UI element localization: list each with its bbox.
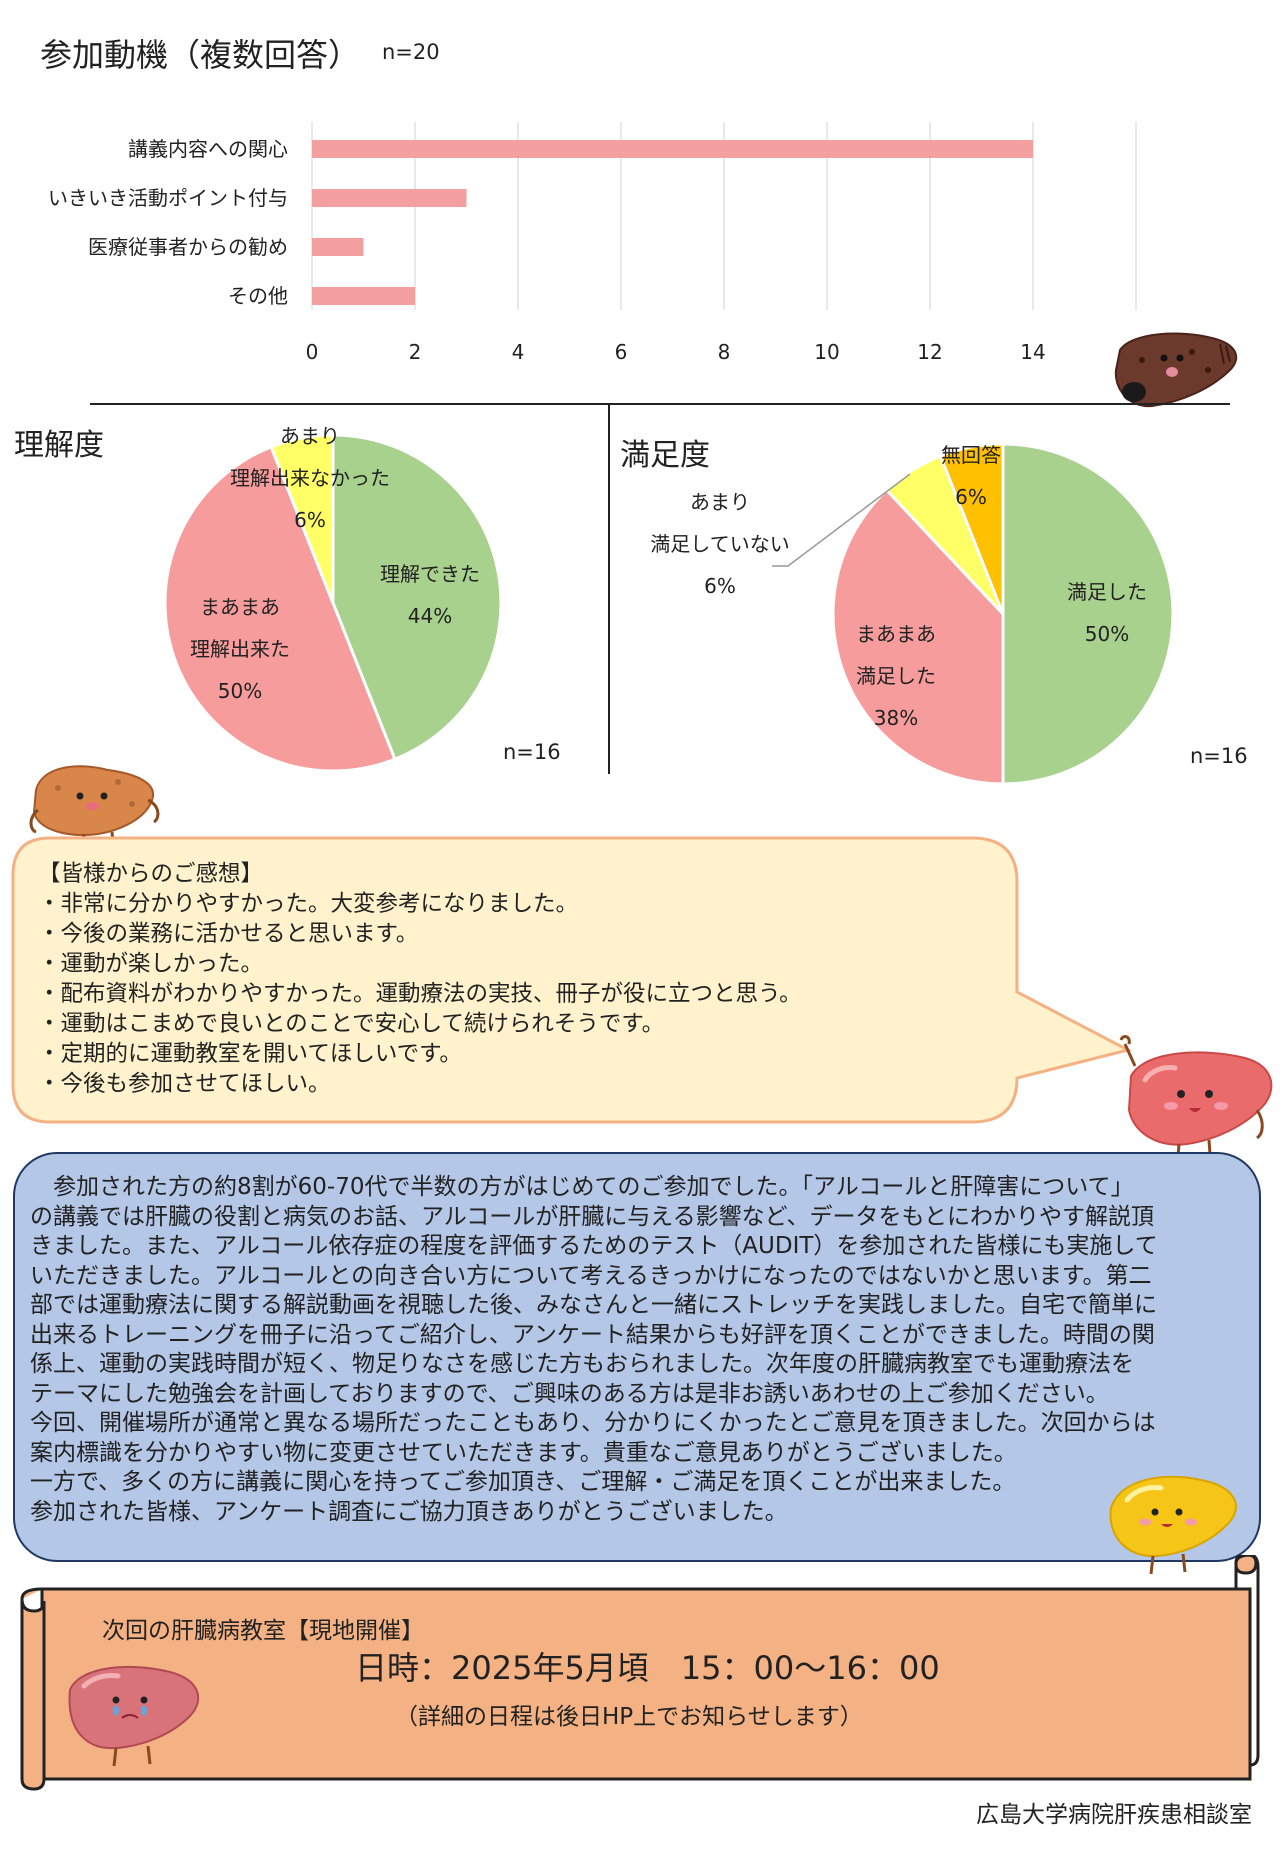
understanding-n: n=16: [503, 740, 561, 764]
comments-bubble-shape: [11, 836, 1133, 1124]
liver-yellow-icon: [1109, 1475, 1237, 1575]
report-text: 参加された方の約8割が60-70代で半数の方がはじめてのご参加でした。「アルコー…: [30, 1173, 1158, 1527]
x-tick-label: 2: [409, 340, 422, 364]
satisfaction-pie-slices: [831, 442, 1175, 786]
category-label: 講義内容への関心: [128, 137, 288, 161]
report-line: 今回、開催場所が通常と異なる場所だったこともあり、分かりにくかったとご意見を頂き…: [30, 1410, 1156, 1436]
liver-brown-icon: [29, 765, 160, 855]
report-line: 出来るトレーニングを冊子に沿ってご紹介し、アンケート結果からも好評を頂くことがで…: [30, 1321, 1155, 1348]
x-tick-label: 12: [917, 340, 942, 364]
next-class-heading: 次回の肝臓病教室【現地開催】: [102, 1618, 424, 1644]
category-label: 医療従事者からの勧め: [88, 235, 288, 259]
pie-label: 50%: [1085, 622, 1129, 646]
comment-item: ・非常に分かりやすかった。大変参考になりました。: [38, 891, 579, 917]
pie-label: 満足した: [856, 664, 936, 688]
x-tick-label: 0: [306, 340, 319, 364]
comments-panel: 【皆様からのご感想】 ・非常に分かりやすかった。大変参考になりました。 ・今後の…: [38, 859, 998, 1099]
next-class-datetime: 日時：2025年5月頃 15：00～16：00: [355, 1649, 940, 1687]
comment-item: ・今後の業務に活かせると思います。: [38, 921, 419, 947]
understanding-pie-slices: [163, 433, 503, 773]
liver-waving-icon: [1119, 1035, 1273, 1171]
pie-leader-line: [772, 473, 911, 567]
understanding-title: 理解度: [14, 428, 104, 463]
liver-crying-icon: [68, 1665, 200, 1767]
comment-item: ・定期的に運動教室を開いてほしいです。: [38, 1041, 462, 1067]
next-class-scroll-shape: [20, 1555, 1260, 1791]
bar: [312, 238, 364, 256]
report-line: テーマにした勉強会を計画しておりますので、ご興味のある方は是非お誘いあわせの上ご…: [30, 1380, 1109, 1407]
x-tick-label: 10: [814, 340, 839, 364]
bar-chart-tick-labels: 0 2 4 6 8 10 12 14: [306, 340, 1046, 364]
pie-label: あまり: [280, 424, 340, 448]
x-tick-label: 6: [615, 340, 628, 364]
pie-label: まあまあ: [200, 595, 280, 619]
report-line: 参加された皆様、アンケート調査にご協力頂きありがとうございました。: [30, 1498, 788, 1525]
bar: [312, 140, 1033, 158]
pie-slice: [269, 433, 335, 604]
pie-label: 38%: [874, 706, 918, 730]
section-divider-vertical: [608, 404, 610, 774]
report-line: 係上、運動の実践時間が短く、物足りなさを感じた方もおられました。次年度の肝臓病教…: [30, 1351, 1134, 1377]
comment-item: ・今後も参加させてほしい。: [38, 1071, 331, 1097]
x-tick-label: 8: [718, 340, 731, 364]
pie-label: 理解出来た: [190, 637, 290, 661]
x-tick-label: 14: [1020, 340, 1045, 364]
pie-label: 満足した: [1067, 580, 1147, 604]
pie-label: 6%: [704, 574, 736, 598]
bar-chart-bars: [312, 140, 1033, 305]
pie-slice: [1001, 442, 1175, 786]
pie-label: あまり: [690, 490, 750, 514]
report-line: の講義では肝臓の役割と病気のお話、アルコールが肝臓に与える影響など、データをもと…: [30, 1203, 1155, 1230]
motivation-n: n=20: [382, 40, 440, 64]
report-line: いただきました。アルコールとの向き合い方について考えるきっかけになったのではない…: [30, 1262, 1152, 1289]
satisfaction-title: 満足度: [620, 438, 710, 473]
section-divider-horizontal: [90, 403, 1230, 405]
satisfaction-n: n=16: [1190, 744, 1248, 768]
report-line: きました。また、アルコール依存症の程度を評価するためのテスト（AUDIT）を参加…: [30, 1233, 1158, 1259]
pie-label: 理解できた: [380, 562, 480, 586]
pie-label: 6%: [294, 508, 326, 532]
pie-label: 無回答: [941, 443, 1001, 467]
pie-label: まあまあ: [856, 622, 936, 646]
comment-item: ・配布資料がわかりやすかった。運動療法の実技、冊子が役に立つと思う。: [38, 981, 802, 1007]
pie-slice: [831, 487, 1005, 786]
next-class-note: （詳細の日程は後日HP上でお知らせします）: [395, 1704, 863, 1730]
category-label: いきいき活動ポイント付与: [48, 186, 288, 210]
comment-item: ・運動はこまめで良いとのことで安心して続けられそうです。: [38, 1011, 665, 1037]
pie-label: 理解出来なかった: [230, 466, 390, 490]
x-tick-label: 4: [512, 340, 525, 364]
category-label: その他: [228, 284, 288, 308]
report-line: 一方で、多くの方に講義に関心を持ってご参加頂き、ご理解・ご満足を頂くことが出来ま…: [30, 1469, 1016, 1495]
pie-label: 満足していない: [650, 532, 789, 556]
comments-heading: 【皆様からのご感想】: [38, 861, 264, 887]
pie-slice: [331, 433, 503, 762]
pie-slice: [938, 442, 1005, 615]
pie-label: 44%: [408, 604, 452, 628]
pie-label: 50%: [218, 679, 262, 703]
report-line: 参加された方の約8割が60-70代で半数の方がはじめてのご参加でした。「アルコー…: [30, 1174, 1134, 1200]
report-line: 部では運動療法に関する解説動画を視聴した後、みなさんと一緒にストレッチを実践しま…: [30, 1292, 1157, 1318]
comment-item: ・運動が楽しかった。: [38, 951, 264, 977]
report-panel: [13, 1152, 1261, 1562]
footer-organization: 広島大学病院肝疾患相談室: [976, 1802, 1252, 1828]
bar: [312, 189, 467, 207]
motivation-title: 参加動機（複数回答）: [40, 36, 361, 74]
pie-label: 6%: [955, 485, 987, 509]
bar: [312, 287, 415, 305]
pie-slice: [163, 444, 397, 773]
report-line: 案内標識を分かりやすい物に変更させていただきます。貴重なご意見ありがとうございま…: [30, 1439, 1017, 1466]
liver-dark-icon: [1114, 332, 1238, 408]
